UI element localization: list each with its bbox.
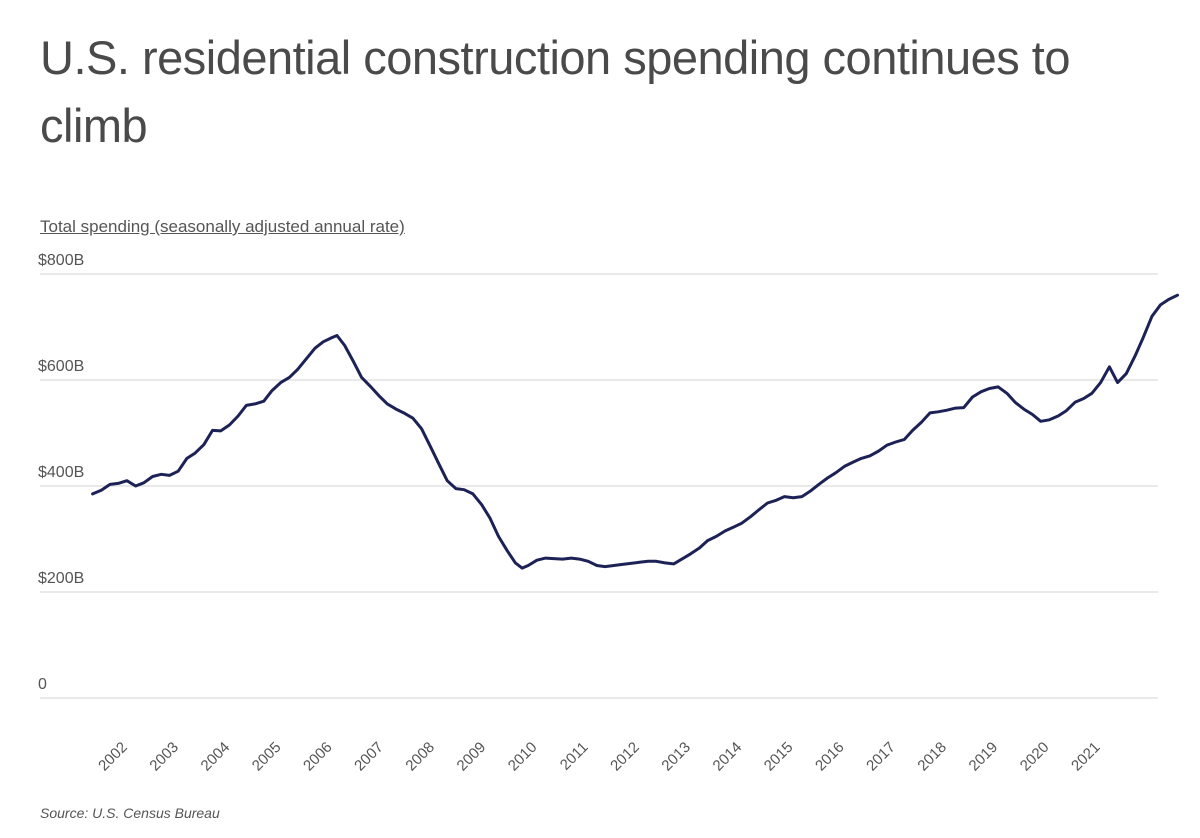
x-tick-label: 2008	[402, 739, 438, 775]
x-tick-label: 2013	[658, 739, 694, 775]
x-tick-label: 2005	[249, 739, 285, 775]
x-tick-label: 2007	[351, 739, 387, 775]
x-tick-label: 2006	[300, 739, 336, 775]
x-tick-label: 2003	[146, 739, 182, 775]
x-tick-label: 2011	[557, 739, 592, 774]
x-tick-label: 2002	[95, 739, 131, 775]
series-line	[91, 293, 1179, 570]
x-tick-label: 2018	[914, 739, 950, 775]
x-tick-label: 2019	[966, 739, 1002, 775]
y-tick-label: $400B	[38, 464, 84, 481]
gridlines	[40, 273, 1158, 699]
x-axis-ticks: 2002 2003 2004 2005 2006 2007 2008 2009 2010 2011…	[95, 739, 1103, 775]
x-tick-label: 2010	[505, 739, 541, 775]
x-tick-label: 2014	[710, 739, 746, 775]
y-axis-ticks: 0 $200B $400B $600B $800B	[38, 252, 84, 693]
x-tick-label: 2009	[454, 739, 490, 775]
y-tick-label: $200B	[38, 570, 84, 587]
x-tick-label: 2016	[812, 739, 848, 775]
x-tick-label: 2012	[607, 739, 643, 775]
y-tick-label: $600B	[38, 358, 84, 375]
x-tick-label: 2017	[863, 739, 899, 775]
x-tick-label: 2020	[1017, 739, 1053, 775]
x-tick-label: 2021	[1068, 739, 1104, 775]
chart-title: U.S. residential construction spending c…	[40, 31, 1071, 152]
y-tick-label: $800B	[38, 252, 84, 269]
x-tick-label: 2015	[761, 739, 797, 775]
y-tick-label: 0	[38, 676, 47, 693]
source-note: Source: U.S. Census Bureau	[40, 805, 220, 821]
y-axis-subtitle: Total spending (seasonally adjusted annu…	[40, 217, 405, 236]
x-tick-label: 2004	[198, 739, 234, 775]
series-layer	[91, 293, 1179, 570]
